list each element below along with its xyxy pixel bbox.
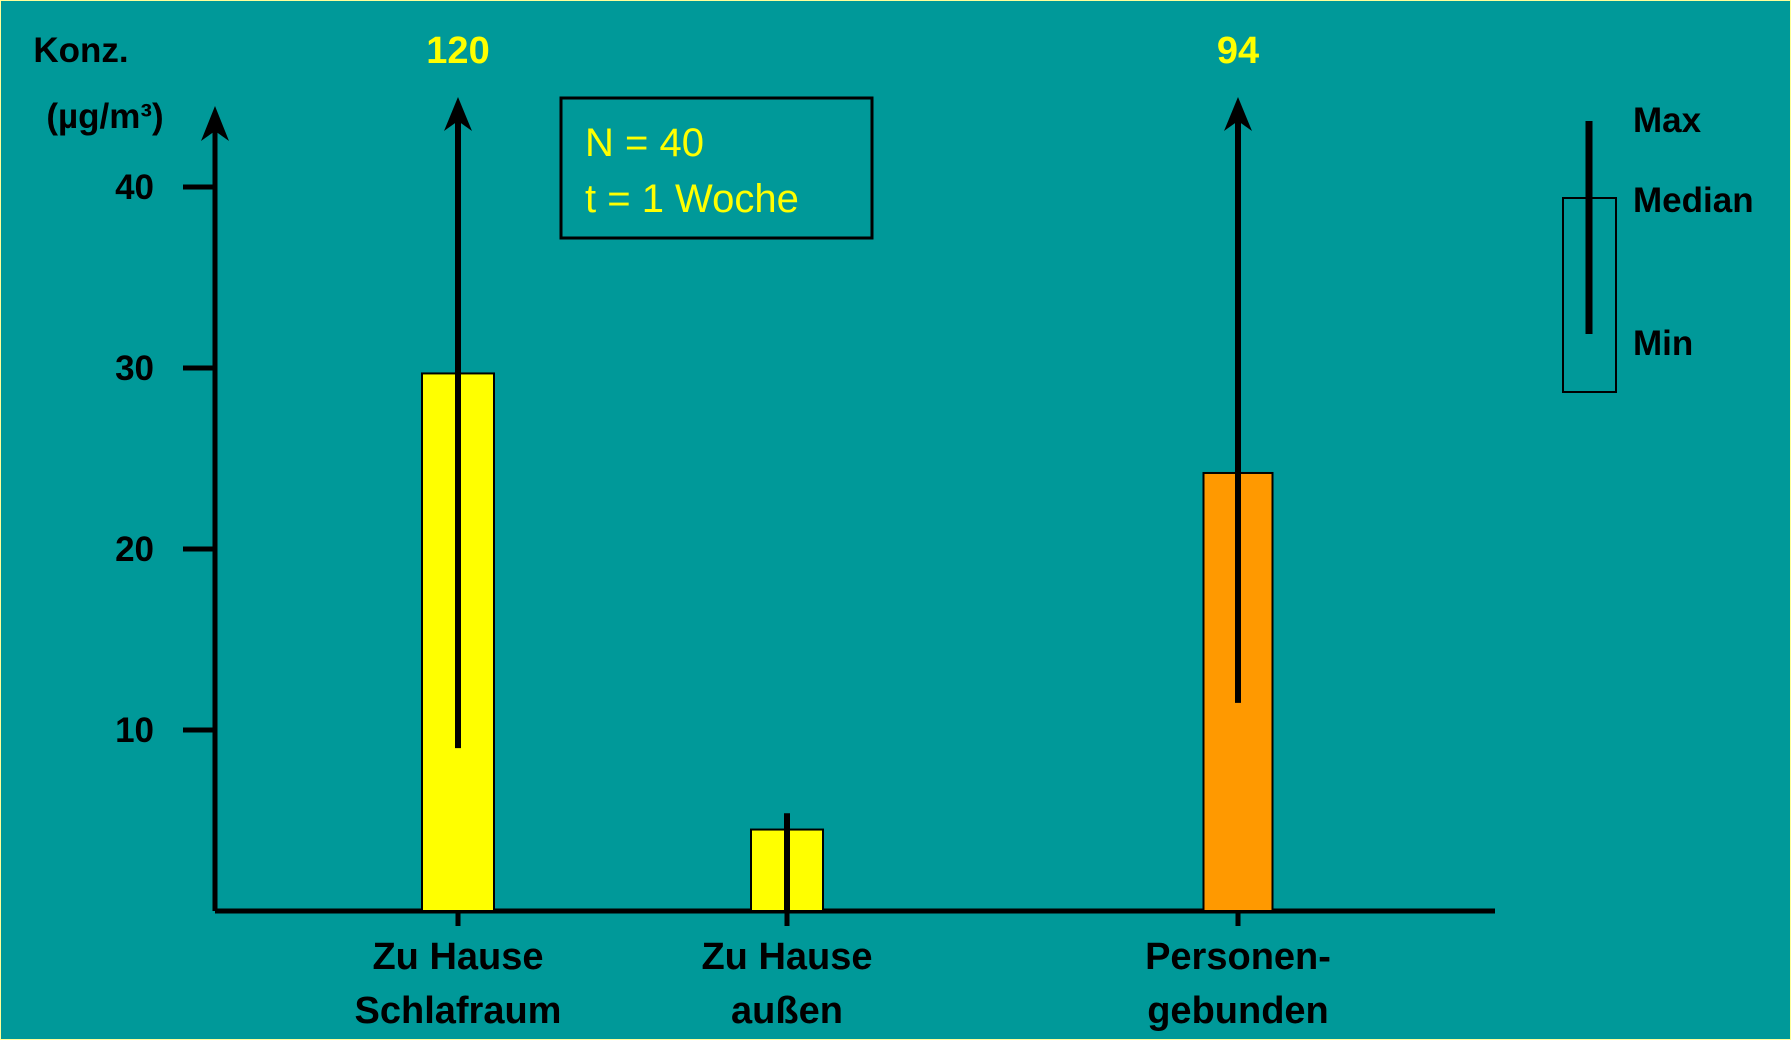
max-value-label-3: 94 [1217,30,1259,72]
legend: Max Median Min [1562,101,1754,393]
x-label-3-line2: gebunden [1147,990,1329,1032]
sample-size-note: N = 40 [585,121,704,165]
bars: 120 94 [421,30,1274,912]
y-tick-label-10: 10 [115,711,154,750]
x-label-2-line1: Zu Hause [701,936,872,978]
legend-min-label: Min [1633,324,1693,363]
x-label-1-line2: Schlafraum [355,990,562,1032]
y-axis-label-line1: Konz. [33,31,128,70]
range-arrowhead-3 [1224,97,1252,131]
axes [201,106,1495,914]
x-label-2-line2: außen [731,990,843,1032]
legend-max-label: Max [1633,101,1702,140]
y-tick-label-40: 40 [115,168,154,207]
x-label-1-line1: Zu Hause [372,936,543,978]
legend-median-label: Median [1633,181,1754,220]
sample-info-box: N = 40 t = 1 Woche [559,96,874,240]
duration-note: t = 1 Woche [585,177,799,221]
y-axis-arrowhead [201,106,229,141]
x-tick-labels: Zu Hause Schlafraum Zu Hause außen Personen-… [355,911,1331,1032]
x-label-3-line1: Personen- [1145,936,1331,978]
range-arrowhead-1 [444,97,472,131]
max-value-label-1: 120 [426,30,489,72]
y-tick-label-20: 20 [115,530,154,569]
y-tick-label-30: 30 [115,349,154,388]
y-ticks: 10 20 30 40 [115,168,215,750]
y-axis-label-line2: (µg/m³) [46,97,163,136]
